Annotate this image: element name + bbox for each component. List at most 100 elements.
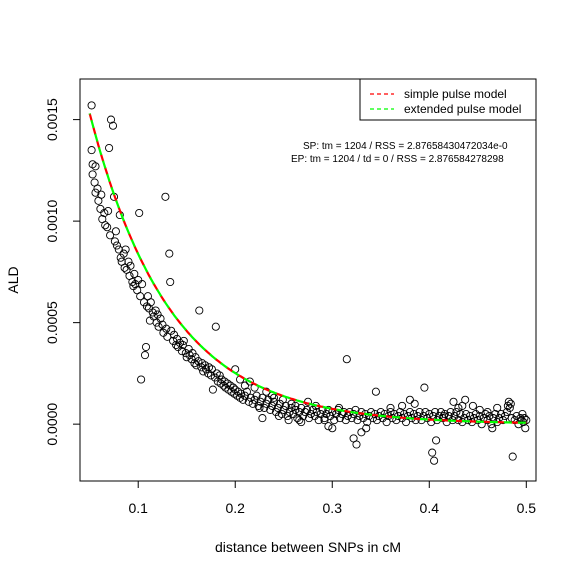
data-point — [93, 184, 102, 193]
data-point — [514, 420, 523, 429]
data-point — [88, 170, 97, 179]
data-point — [396, 407, 405, 417]
data-point — [269, 393, 279, 402]
data-point — [179, 336, 188, 345]
data-point — [124, 257, 133, 266]
data-point — [87, 101, 96, 110]
data-point — [175, 338, 184, 347]
data-point — [146, 298, 155, 307]
data-point — [238, 395, 248, 404]
data-point — [405, 395, 414, 404]
data-point — [211, 322, 220, 331]
data-point — [398, 401, 407, 410]
data-point — [199, 367, 208, 376]
data-point — [279, 405, 288, 414]
data-point — [207, 365, 216, 374]
data-point — [403, 411, 412, 421]
y-axis: 0.0000 0.0005 0.0010 0.0015 — [44, 98, 81, 446]
data-point — [275, 399, 284, 408]
data-point — [240, 391, 249, 400]
data-point — [229, 383, 238, 392]
data-point — [233, 391, 242, 400]
data-point — [505, 403, 514, 412]
data-point — [112, 241, 121, 250]
data-point — [410, 399, 419, 408]
data-point — [162, 324, 171, 333]
data-point — [240, 381, 249, 390]
data-point — [197, 363, 206, 372]
y-tick-label: 0.0015 — [44, 98, 60, 141]
data-point — [425, 409, 434, 419]
data-point — [101, 221, 110, 230]
legend: simple pulse model extended pulse model — [359, 78, 537, 121]
data-point — [342, 355, 351, 364]
data-point — [386, 407, 395, 417]
data-point — [100, 208, 109, 218]
data-point — [106, 231, 115, 240]
data-point — [421, 407, 430, 417]
x-axis: 0.1 0.2 0.3 0.4 0.5 — [128, 480, 536, 516]
data-point — [140, 351, 150, 360]
x-tick-label: 0.3 — [323, 500, 343, 516]
x-tick-label: 0.4 — [420, 500, 440, 516]
data-point — [245, 377, 254, 386]
data-point — [191, 353, 200, 362]
data-point — [335, 414, 345, 423]
data-point — [483, 407, 492, 417]
data-point — [119, 249, 128, 258]
y-tick-label: 0.0000 — [44, 403, 60, 446]
data-point — [256, 397, 265, 406]
data-point — [357, 428, 366, 437]
data-point — [252, 391, 261, 400]
data-point — [347, 414, 356, 423]
data-point — [116, 253, 125, 262]
data-point — [382, 418, 391, 427]
data-point — [126, 261, 135, 270]
data-point — [306, 409, 315, 419]
data-point — [201, 361, 210, 370]
data-point — [314, 416, 323, 425]
x-tick-label: 0.2 — [225, 500, 245, 516]
data-point — [352, 440, 361, 449]
data-point — [312, 407, 321, 417]
data-point — [394, 411, 403, 421]
data-point — [266, 405, 275, 414]
data-point — [287, 399, 296, 408]
data-point — [181, 349, 190, 358]
data-point — [165, 249, 174, 258]
data-point — [485, 411, 494, 421]
data-point — [362, 424, 371, 433]
data-point — [498, 416, 508, 425]
data-point — [135, 208, 144, 218]
data-point — [301, 407, 310, 417]
data-point — [291, 401, 300, 410]
data-point — [182, 353, 191, 362]
data-point — [170, 330, 179, 339]
curves-layer — [88, 113, 527, 424]
legend-label-sp: simple pulse model — [404, 87, 507, 101]
data-point — [320, 416, 329, 425]
data-point — [440, 409, 449, 419]
data-point — [297, 418, 306, 427]
data-point — [512, 411, 521, 421]
data-point — [268, 401, 277, 410]
data-point — [452, 407, 461, 417]
data-point — [188, 349, 197, 358]
data-point — [353, 416, 362, 425]
data-point — [449, 397, 458, 406]
data-point — [283, 411, 292, 421]
data-point — [244, 397, 253, 406]
data-point — [475, 405, 484, 414]
data-point — [178, 340, 187, 350]
data-point — [477, 420, 486, 429]
data-point — [260, 403, 269, 412]
series-line-simple-pulse — [88, 113, 527, 424]
data-point — [503, 401, 512, 410]
data-point — [432, 436, 441, 445]
data-point — [468, 401, 477, 410]
data-point — [291, 405, 300, 414]
data-point — [120, 263, 129, 272]
data-point — [475, 411, 484, 421]
data-point — [330, 416, 339, 425]
